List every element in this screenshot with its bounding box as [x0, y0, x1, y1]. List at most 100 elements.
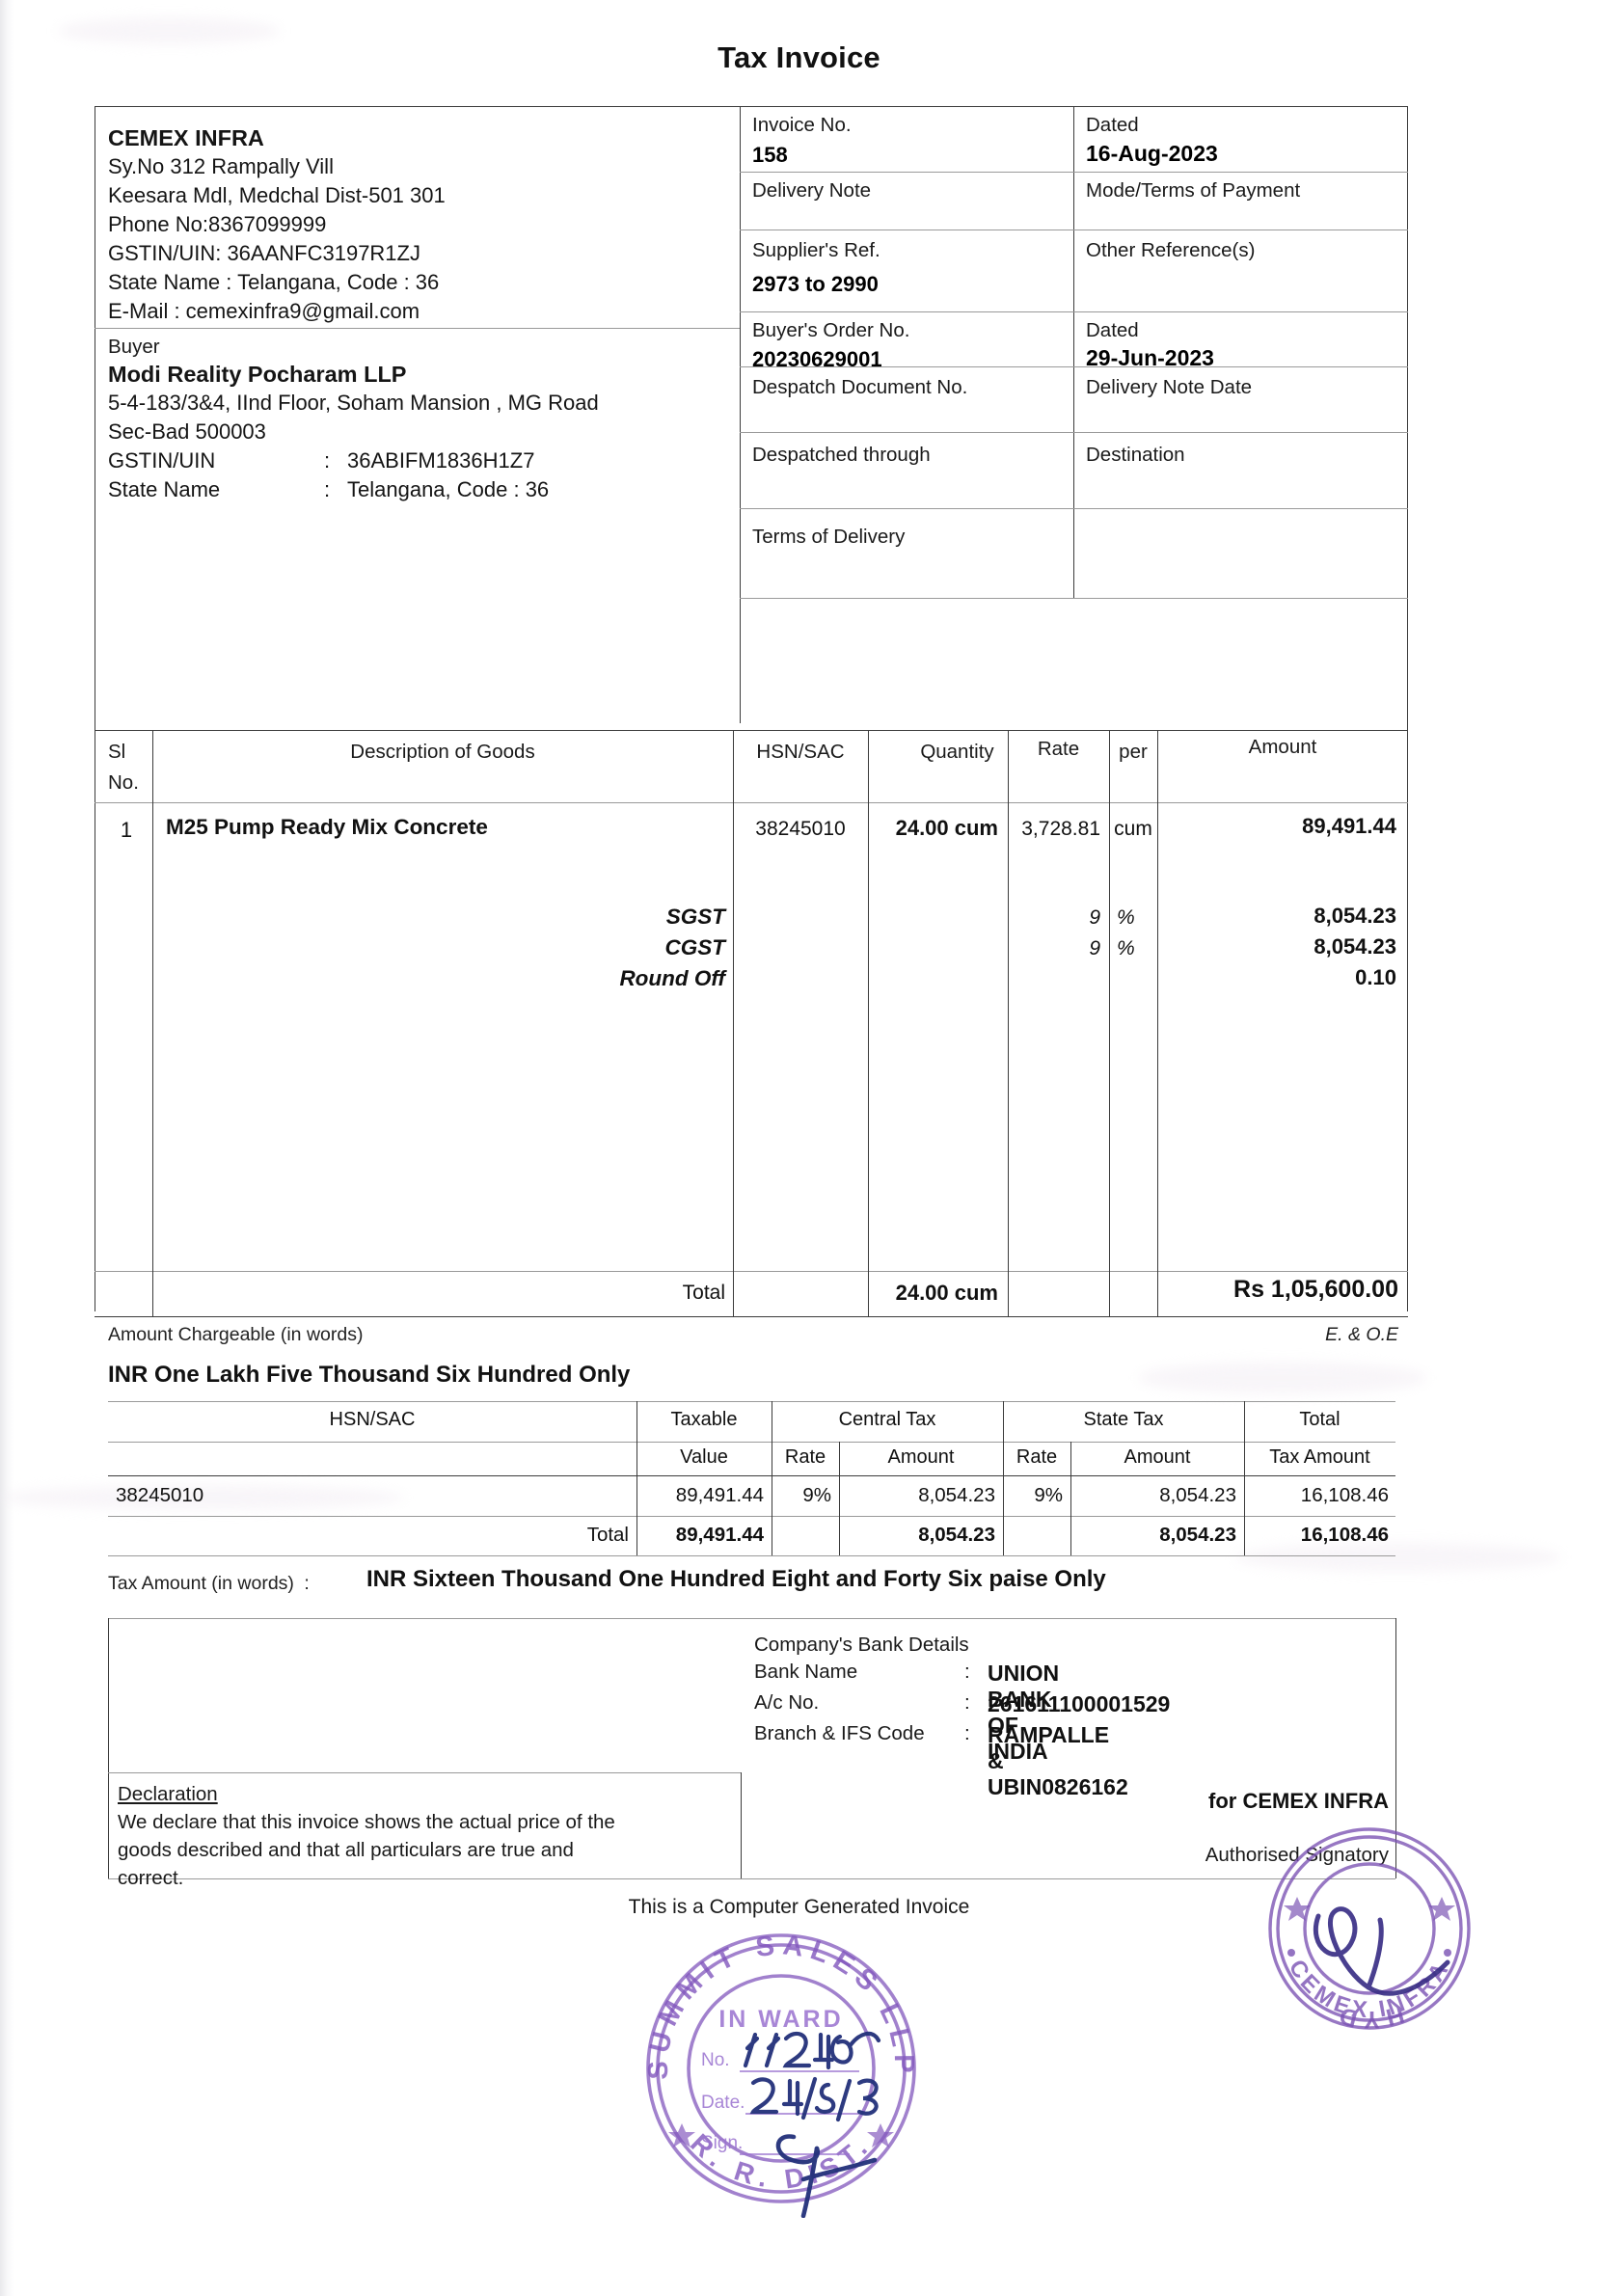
hsn-summary-col-divider-4 — [1003, 1401, 1004, 1555]
mode-terms-label: Mode/Terms of Payment — [1086, 179, 1300, 203]
items-total-top-rule — [95, 1271, 1408, 1272]
despatched-through-label: Despatched through — [752, 444, 931, 467]
hsn-summary-row-rule — [108, 1516, 1395, 1517]
computer-generated-note: This is a Computer Generated Invoice — [628, 1896, 970, 1918]
buyers-order-value: 20230629001 — [752, 347, 882, 372]
hsn-summary-header-state-rate: Rate — [1016, 1446, 1058, 1468]
buyer-state-row: State Name : Telangana, Code : 36 — [108, 475, 599, 504]
col-header-sl-line1: Sl — [108, 741, 126, 763]
invoice-no-label: Invoice No. — [752, 114, 852, 137]
despatch-doc-label-text: Despatch Document No. — [752, 376, 968, 398]
buyer-gstin-value: 36ABIFM1836H1Z7 — [347, 448, 535, 473]
delivery-note-label: Delivery Note — [752, 179, 871, 203]
declaration-block: Declaration We declare that this invoice… — [118, 1780, 615, 1892]
suppliers-ref-value-text: 2973 to 2990 — [752, 272, 879, 296]
items-col-divider-hsn — [868, 730, 869, 1316]
hsn-summary-total-state-amount: 8,054.23 — [1159, 1524, 1236, 1546]
despatched-through-label-text: Despatched through — [752, 444, 931, 466]
tax-line-label-round-off: Round Off — [619, 966, 725, 990]
invoice-no-value-text: 158 — [752, 143, 788, 167]
other-references-label: Other Reference(s) — [1086, 239, 1255, 262]
hsn-summary-col-divider-6 — [1244, 1401, 1245, 1555]
hsn-summary-col-divider-3 — [839, 1442, 840, 1555]
bank-name-separator: : — [964, 1661, 970, 1683]
bank-branch-value: RAMPALLE & UBIN0826162 — [988, 1722, 1128, 1799]
suppliers-ref-label-text: Supplier's Ref. — [752, 239, 880, 261]
tax-amount-words-label: Tax Amount (in words) : — [108, 1573, 310, 1595]
hsn-summary-row-state-rate: 9% — [1034, 1484, 1063, 1506]
tax-amount-words-label-text: Tax Amount (in words) — [108, 1573, 294, 1594]
delivery-note-label-text: Delivery Note — [752, 179, 872, 202]
bank-details-block: Company's Bank Details Bank Name : UNION… — [754, 1630, 1170, 1799]
meta-rule — [740, 366, 1408, 367]
buyers-order-dated-label: Dated — [1086, 319, 1139, 342]
bank-account-row: A/c No. : 261611100001529 — [754, 1691, 1170, 1722]
page-title: Tax Invoice — [718, 41, 880, 74]
hsn-summary-col-divider-1 — [636, 1401, 637, 1555]
other-references-label-text: Other Reference(s) — [1086, 239, 1256, 261]
hsn-summary-col-divider-5 — [1070, 1442, 1071, 1555]
meta-rule — [740, 172, 1408, 173]
meta-rule — [740, 311, 1408, 312]
eoe-note-text: E. & O.E — [1325, 1324, 1398, 1345]
buyer-gstin-label: GSTIN/UIN — [108, 448, 216, 473]
bank-account-label: A/c No. — [754, 1691, 820, 1714]
invoice-dated-value-text: 16-Aug-2023 — [1086, 141, 1218, 166]
items-total-label: Total — [682, 1282, 725, 1304]
declaration-line2: goods described and that all particulars… — [118, 1839, 574, 1861]
destination-label: Destination — [1086, 444, 1185, 467]
hsn-summary-total-rule — [108, 1555, 1395, 1556]
amount-chargeable-label-text: Amount Chargeable (in words) — [108, 1324, 364, 1345]
eoe-note: E. & O.E — [1205, 1324, 1398, 1346]
divider-meta-columns — [1073, 106, 1074, 598]
meta-rule — [740, 598, 1408, 599]
col-header-quantity: Quantity — [920, 741, 994, 763]
buyer-state-separator: : — [324, 477, 331, 501]
seller-state: State Name : Telangana, Code : 36 — [108, 270, 440, 294]
svg-text:IN WARD: IN WARD — [718, 2006, 843, 2033]
despatch-doc-label: Despatch Document No. — [752, 376, 967, 399]
delivery-note-date-label-text: Delivery Note Date — [1086, 376, 1253, 398]
hsn-summary-header-taxable-value: Value — [680, 1446, 728, 1468]
destination-label-text: Destination — [1086, 444, 1185, 466]
tax-line-rate-cgst: 9 — [1089, 937, 1100, 959]
col-header-sl-line2: No. — [108, 771, 139, 794]
hsn-summary-header-bottom-rule — [108, 1475, 1395, 1476]
items-header-bottom-rule — [95, 802, 1408, 803]
tax-line-rate-sgst: 9 — [1089, 906, 1100, 929]
buyer-address-line1: 5-4-183/3&4, IInd Floor, Soham Mansion ,… — [108, 391, 599, 415]
scan-smudge — [1138, 1362, 1427, 1394]
hsn-summary-row-central-rate: 9% — [802, 1484, 831, 1506]
hsn-summary-row-taxable-value: 89,491.44 — [675, 1484, 764, 1506]
svg-text:CEMEX INFRA: CEMEX INFRA — [1284, 1956, 1456, 2024]
declaration-line3: correct. — [118, 1867, 184, 1889]
hsn-summary-row-state-amount: 8,054.23 — [1159, 1484, 1236, 1506]
lower-block-bottom-rule — [108, 1878, 1395, 1879]
items-total-bottom-rule — [95, 1316, 1408, 1317]
col-header-description: Description of Goods — [350, 741, 535, 763]
tax-line-pct-sgst: % — [1117, 906, 1135, 929]
hsn-summary-header-state-amount: Amount — [1124, 1446, 1191, 1468]
item-per: cum — [1114, 818, 1152, 840]
svg-text:No.: No. — [701, 2050, 730, 2070]
divider-party-meta — [740, 106, 741, 723]
lower-block-left-border — [108, 1618, 109, 1878]
amount-chargeable-value-text: INR One Lakh Five Thousand Six Hundred O… — [108, 1362, 631, 1388]
buyers-order-value-text: 20230629001 — [752, 347, 882, 371]
signature-for-company: for CEMEX INFRA — [1099, 1789, 1389, 1814]
bank-branch-row: Branch & IFS Code : RAMPALLE & UBIN08261… — [754, 1722, 1128, 1799]
invoice-no-value: 158 — [752, 143, 788, 168]
terms-of-delivery-label: Terms of Delivery — [752, 526, 905, 549]
authorised-signatory-label: Authorised Signatory — [1099, 1844, 1389, 1867]
tax-line-pct-cgst: % — [1117, 937, 1135, 959]
buyers-order-dated-label-text: Dated — [1086, 319, 1139, 341]
amount-chargeable-label: Amount Chargeable (in words) — [108, 1324, 363, 1346]
item-amount: 89,491.44 — [1302, 814, 1396, 838]
scan-edge-shadow — [0, 0, 14, 2296]
invoice-body-frame — [95, 106, 1408, 1311]
items-col-divider-sl — [152, 730, 153, 1316]
buyers-order-dated-value: 29-Jun-2023 — [1086, 345, 1214, 371]
lower-block-right-border — [1395, 1618, 1396, 1878]
invoice-dated-value: 16-Aug-2023 — [1086, 141, 1218, 167]
